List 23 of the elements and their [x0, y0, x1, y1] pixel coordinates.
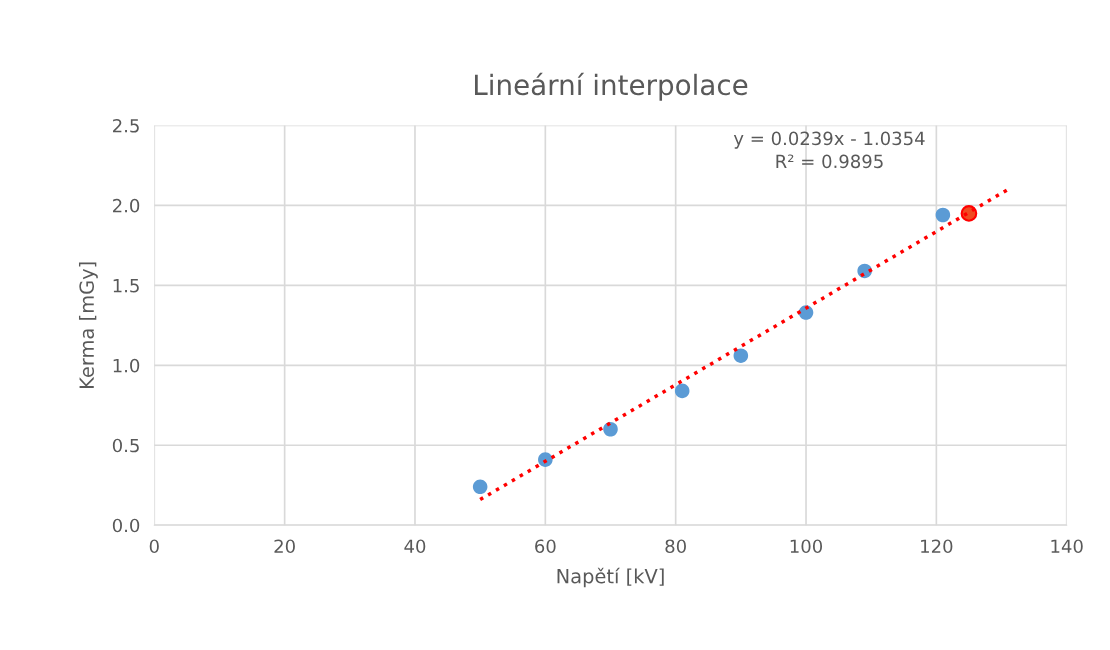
y-tick-label: 2.5	[113, 118, 139, 133]
x-tick-label: 20	[274, 539, 295, 554]
y-tick-label: 1.5	[113, 279, 139, 293]
x-tick-label: 40	[404, 539, 426, 554]
x-tick-label: 100	[790, 539, 823, 554]
point	[603, 421, 618, 437]
point	[472, 479, 488, 495]
x-axis-title: Napětí [kV]	[557, 567, 664, 588]
chart-title: Lineární interpolace	[475, 72, 748, 101]
point	[733, 348, 749, 363]
y-tick-label: 1.0	[113, 358, 140, 373]
y-tick-label: 2.0	[113, 198, 140, 213]
y-axis-title: Kerma [mGy]	[78, 262, 98, 388]
x-tick-label: 60	[535, 539, 556, 554]
x-tick-label: 120	[921, 539, 953, 554]
y-tick-label: 0.5	[112, 438, 139, 453]
point	[674, 383, 690, 399]
x-tick-label: 140	[1051, 539, 1083, 554]
point	[935, 207, 951, 223]
x-tick-label: 0	[149, 539, 159, 554]
x-tick-label: 80	[665, 539, 686, 554]
annotation: y = 0.0239x - 1.0354 R² = 0.9895	[733, 131, 925, 169]
y-tick-label: 0.0	[112, 518, 140, 533]
